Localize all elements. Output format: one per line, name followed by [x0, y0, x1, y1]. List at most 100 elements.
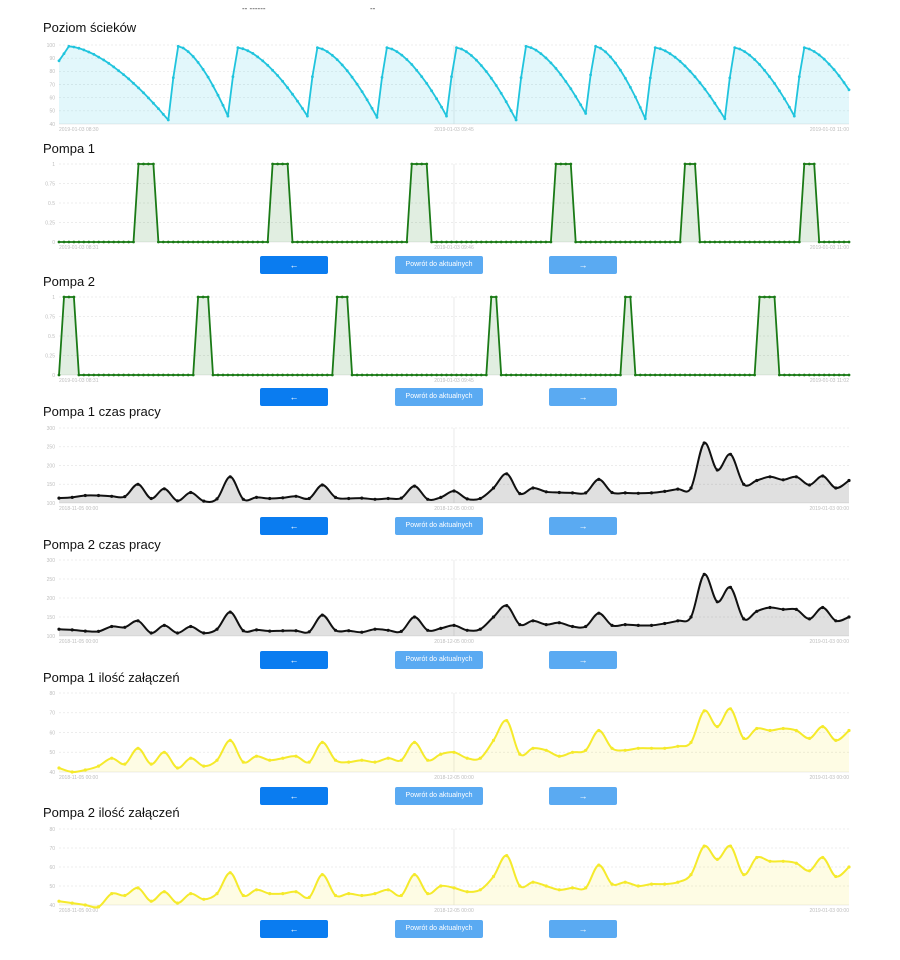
next-period-button[interactable]: →	[549, 256, 617, 274]
data-point	[518, 752, 522, 756]
previous-period-button[interactable]: ←	[260, 388, 328, 406]
previous-period-button[interactable]: ←	[260, 517, 328, 535]
data-point	[723, 240, 727, 244]
data-point	[311, 240, 314, 244]
data-point	[123, 495, 127, 499]
next-period-button[interactable]: →	[549, 787, 617, 805]
data-point	[246, 240, 250, 244]
data-point	[445, 373, 448, 377]
data-point	[609, 373, 612, 377]
data-point	[330, 240, 334, 244]
data-point	[718, 240, 722, 244]
data-point	[668, 240, 672, 244]
y-tick-label: 200	[47, 463, 56, 469]
back-to-current-button[interactable]: Powrót do aktualnych	[395, 787, 483, 805]
data-point	[504, 240, 508, 244]
data-point	[97, 55, 101, 59]
back-to-current-button[interactable]: Powrót do aktualnych	[395, 517, 483, 535]
y-tick-label: 50	[49, 884, 55, 890]
data-point	[345, 240, 349, 244]
x-tick-label: 2019-01-03 00:00	[810, 908, 850, 914]
data-point	[147, 96, 150, 100]
data-point	[494, 84, 498, 87]
chart-pompa2ilosc: 40 50 60 70 80 2018-11-05 00:00 2018-12-05 00:…	[49, 827, 851, 914]
previous-period-button[interactable]: ←	[260, 787, 328, 805]
data-point	[832, 68, 836, 71]
data-point	[599, 46, 602, 50]
data-point	[405, 58, 409, 61]
data-point	[676, 744, 680, 748]
data-point	[579, 373, 583, 377]
nav-buttons-pompa2czas: ← Powrót do aktualnych →	[0, 651, 900, 669]
data-point	[807, 736, 812, 740]
data-point	[335, 240, 339, 244]
data-point	[347, 760, 351, 764]
back-to-current-button[interactable]: Powrót do aktualnych	[395, 920, 483, 938]
next-period-button[interactable]: →	[549, 517, 617, 535]
data-point	[688, 373, 692, 377]
data-point	[534, 48, 538, 52]
previous-period-button[interactable]: ←	[260, 651, 328, 669]
data-point	[254, 628, 259, 632]
data-point	[768, 605, 772, 610]
data-point	[807, 483, 812, 487]
data-point	[226, 114, 230, 118]
back-to-current-button[interactable]: Powrót do aktualnych	[395, 651, 483, 669]
data-point	[638, 106, 642, 109]
data-point	[778, 373, 781, 377]
data-point	[649, 491, 654, 495]
data-point	[763, 240, 766, 244]
data-point	[822, 57, 826, 61]
data-point	[445, 240, 448, 244]
data-point	[755, 855, 759, 860]
data-point	[460, 240, 463, 244]
data-point	[847, 88, 851, 92]
data-point	[484, 373, 488, 377]
data-point	[72, 45, 76, 49]
data-point	[127, 373, 130, 377]
next-period-button[interactable]: →	[549, 388, 617, 406]
data-point	[333, 893, 338, 898]
data-point	[123, 762, 127, 766]
data-point	[254, 495, 259, 499]
data-point	[162, 890, 166, 894]
data-point	[698, 240, 702, 244]
data-point	[718, 109, 722, 113]
data-point	[370, 373, 374, 377]
data-point	[405, 240, 409, 244]
next-period-button[interactable]: →	[549, 651, 617, 669]
data-point	[268, 629, 272, 633]
previous-period-button[interactable]: ←	[260, 920, 328, 938]
data-point	[171, 240, 175, 244]
data-point	[370, 106, 374, 110]
data-point	[847, 240, 851, 244]
data-point	[228, 610, 232, 614]
chart-title-pompa2ilosc: Pompa 2 ilość załączeń	[43, 805, 180, 820]
data-point	[663, 489, 667, 493]
data-point	[110, 892, 114, 896]
data-point	[189, 624, 193, 629]
data-point	[196, 240, 200, 244]
data-point	[668, 52, 672, 56]
next-period-button[interactable]: →	[549, 920, 617, 938]
back-to-current-button[interactable]: Powrót do aktualnych	[395, 388, 483, 406]
data-point	[792, 373, 796, 377]
data-point	[186, 50, 190, 53]
data-point	[623, 880, 627, 884]
data-point	[211, 84, 215, 88]
y-tick-label: 50	[49, 750, 55, 756]
data-point	[544, 623, 548, 627]
data-point	[629, 240, 632, 244]
nav-buttons-pompa1ilosc: ← Powrót do aktualnych →	[0, 787, 900, 805]
previous-period-button[interactable]: ←	[260, 256, 328, 274]
data-point	[426, 628, 430, 632]
data-point	[544, 373, 548, 377]
back-to-current-button[interactable]: Powrót do aktualnych	[395, 256, 483, 274]
data-point	[186, 373, 190, 377]
data-point	[70, 770, 74, 774]
data-point	[261, 240, 265, 244]
data-point	[842, 373, 846, 377]
data-point	[733, 240, 737, 244]
data-point	[127, 240, 130, 244]
data-point	[610, 746, 614, 750]
